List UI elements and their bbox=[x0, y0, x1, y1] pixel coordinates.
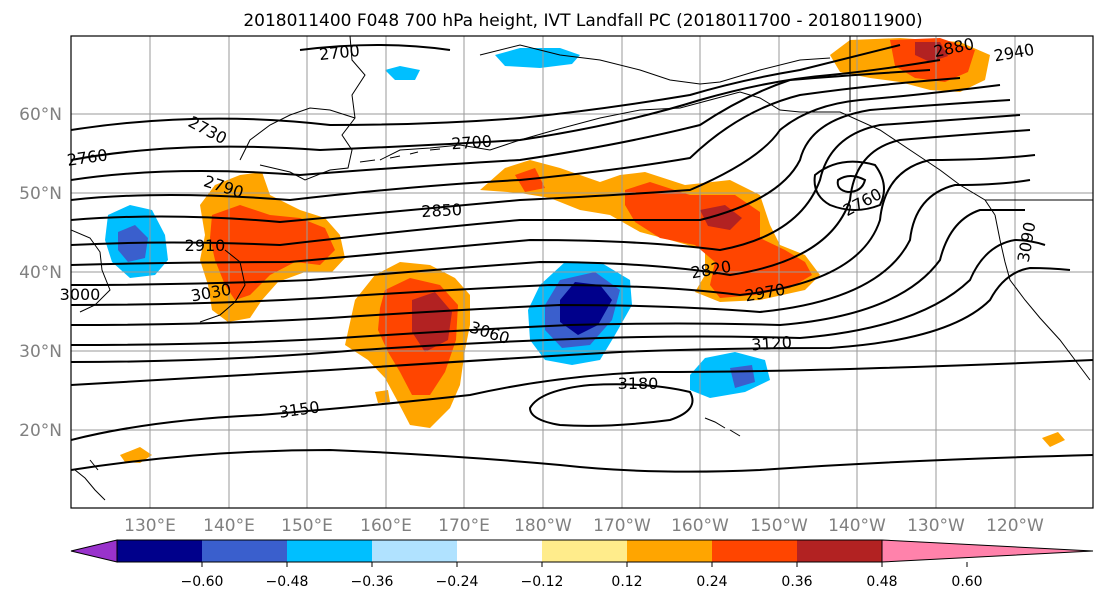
longitude-labels: 130°E 140°E 150°E 160°E 170°E 180°W 170°… bbox=[124, 516, 1044, 536]
graticule bbox=[71, 36, 1093, 508]
figure-title: 2018011400 F048 700 hPa height, IVT Land… bbox=[243, 11, 922, 31]
coastline-hawaii bbox=[704, 417, 741, 437]
contour-label: 3000 bbox=[60, 285, 101, 304]
lat-label: 40°N bbox=[19, 263, 62, 283]
contour-label: 2910 bbox=[185, 236, 226, 255]
lon-label: 120°W bbox=[986, 516, 1044, 536]
lon-label: 140°E bbox=[203, 516, 255, 536]
colorbar-tick-label: 0.60 bbox=[951, 574, 982, 590]
colorbar-bin bbox=[542, 540, 627, 562]
lon-label: 170°E bbox=[438, 516, 490, 536]
contour-label: 2700 bbox=[318, 41, 360, 64]
lat-label: 50°N bbox=[19, 184, 62, 204]
ivt-fill-layer bbox=[105, 38, 1065, 463]
lon-label: 180°W bbox=[514, 516, 572, 536]
coastline-kamchatka bbox=[239, 107, 356, 161]
colorbar-tick-label: 0.36 bbox=[781, 574, 812, 590]
positive-anomaly-speck bbox=[120, 447, 152, 463]
colorbar-tick-label: −0.12 bbox=[521, 574, 564, 590]
colorbar-bin bbox=[117, 540, 202, 562]
border-canada-us bbox=[849, 36, 1093, 201]
colorbar-bin bbox=[372, 540, 457, 562]
map-frame bbox=[70, 35, 1094, 509]
lat-label: 20°N bbox=[19, 421, 62, 441]
colorbar-tick-label: −0.36 bbox=[351, 574, 394, 590]
contour-low-gulf-outer bbox=[813, 160, 885, 211]
colorbar-bin bbox=[287, 540, 372, 562]
colorbar-tick-label: −0.48 bbox=[266, 574, 309, 590]
colorbar-tick-label: 0.48 bbox=[866, 574, 897, 590]
colorbar-extend-max bbox=[881, 539, 1094, 563]
contour-low-gulf bbox=[836, 175, 867, 194]
colorbar-bin bbox=[712, 540, 797, 562]
lat-label: 60°N bbox=[19, 105, 62, 125]
coastline-siberia bbox=[259, 36, 366, 181]
strong-anomaly-gulf bbox=[515, 168, 812, 298]
coastline-alaska bbox=[379, 91, 801, 161]
max-anomaly-central bbox=[412, 292, 452, 352]
colorbar-bin bbox=[627, 540, 712, 562]
contour-label: 2850 bbox=[421, 200, 463, 221]
lon-label: 150°W bbox=[750, 516, 808, 536]
lon-label: 150°E bbox=[281, 516, 333, 536]
map-area bbox=[71, 36, 1093, 508]
height-contours bbox=[71, 44, 1093, 473]
coastline-north-alaska bbox=[479, 44, 831, 85]
lon-label: 170°W bbox=[593, 516, 651, 536]
lon-label: 160°E bbox=[360, 516, 412, 536]
coastline-philippines bbox=[74, 459, 106, 501]
colorbar-bin bbox=[457, 540, 542, 562]
contour-label: 3180 bbox=[618, 374, 659, 393]
negative-anomaly-hawaii-north bbox=[690, 352, 770, 398]
coastline-us-west bbox=[994, 214, 1091, 381]
negative-anomaly-dateline-core bbox=[560, 282, 612, 335]
contour-high-3180 bbox=[528, 383, 694, 427]
max-anomaly-northeast bbox=[915, 42, 948, 62]
contour-label: 2700 bbox=[451, 132, 493, 154]
colorbar-extend-min bbox=[70, 539, 118, 563]
colorbar-tick-label: −0.24 bbox=[436, 574, 479, 590]
colorbar-tick-label: 0.12 bbox=[611, 574, 642, 590]
colorbar: −0.60 −0.48 −0.36 −0.24 −0.12 0.12 0.24 0.36 0.4… bbox=[70, 539, 1094, 590]
coastlines bbox=[71, 36, 1093, 501]
positive-anomaly-speck bbox=[1042, 432, 1065, 447]
lon-label: 160°W bbox=[671, 516, 729, 536]
colorbar-outline bbox=[116, 539, 883, 563]
coastline-japan bbox=[199, 249, 246, 323]
colorbar-bin bbox=[202, 540, 287, 562]
negative-anomaly-small bbox=[385, 66, 420, 80]
latitude-labels: 60°N 50°N 40°N 30°N 20°N bbox=[19, 105, 62, 441]
colorbar-bin bbox=[797, 540, 882, 562]
contour-label: 3120 bbox=[751, 333, 793, 355]
lon-label: 140°W bbox=[828, 516, 886, 536]
colorbar-tick-label: 0.24 bbox=[696, 574, 727, 590]
coastline-aleutians bbox=[359, 148, 441, 163]
lon-label: 130°W bbox=[907, 516, 965, 536]
lon-label: 130°E bbox=[124, 516, 176, 536]
lat-label: 30°N bbox=[19, 342, 62, 362]
colorbar-tick-label: −0.60 bbox=[181, 574, 224, 590]
negative-anomaly-bering bbox=[495, 48, 580, 68]
strong-anomaly-japan bbox=[210, 205, 335, 300]
